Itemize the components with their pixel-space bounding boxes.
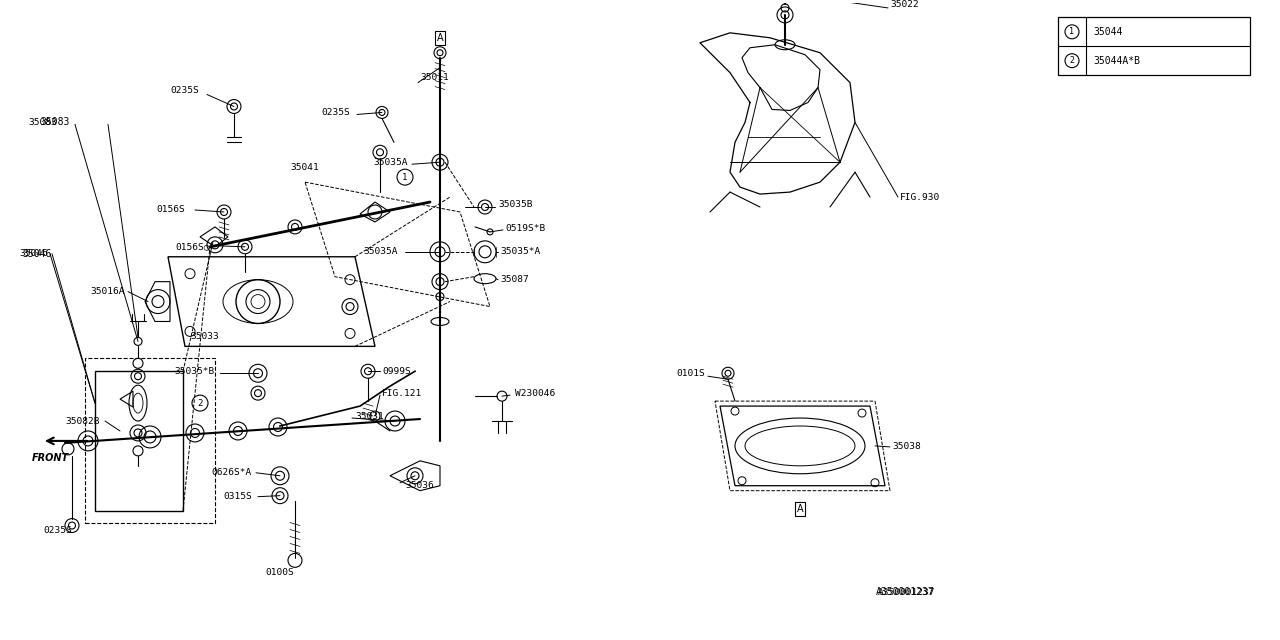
Text: 35083: 35083 [28,118,58,127]
Bar [1059,17,1251,75]
Text: 35038: 35038 [892,442,920,451]
Text: A: A [796,504,804,514]
Text: FRONT: FRONT [32,453,69,463]
Text: 35011: 35011 [420,73,449,82]
Text: FIG.121: FIG.121 [381,388,422,397]
Text: A350001237: A350001237 [878,588,934,596]
Text: 0156S○: 0156S○ [175,243,210,252]
Text: 35036: 35036 [404,481,434,490]
Text: 0235S: 0235S [44,526,73,535]
Text: 35087: 35087 [500,275,529,284]
Text: 35035A: 35035A [374,157,408,167]
Text: 35035B: 35035B [498,200,532,209]
Text: 1: 1 [1070,28,1074,36]
Text: 0315S: 0315S [223,492,252,501]
Text: 0235S: 0235S [170,86,200,95]
Text: 2: 2 [1070,56,1074,65]
Bar [84,358,215,522]
Text: 2: 2 [197,399,202,408]
Text: 35035*A: 35035*A [500,247,540,256]
Text: 35035A: 35035A [364,247,398,256]
Text: 0626S*A: 0626S*A [211,468,252,477]
Text: 35083: 35083 [41,117,70,127]
Text: 0519S*B: 0519S*B [506,225,545,234]
Text: 0101S: 0101S [676,369,705,378]
Text: FIG.930: FIG.930 [900,193,941,202]
Text: 35041: 35041 [291,163,320,172]
Text: 0100S: 0100S [266,568,294,577]
Text: 35033: 35033 [191,332,219,341]
Text: 35044A*B: 35044A*B [1093,56,1140,66]
Text: 0156S: 0156S [156,205,186,214]
Text: 35016A: 35016A [91,287,125,296]
Text: 35046: 35046 [23,249,52,259]
Text: 1: 1 [402,173,408,182]
Text: 0999S: 0999S [381,367,411,376]
Text: A: A [436,33,443,43]
Text: A350001237: A350001237 [877,588,934,597]
Text: 35022: 35022 [890,1,919,10]
Text: 35044: 35044 [1093,27,1123,37]
Bar [95,371,183,511]
Text: 35035*B: 35035*B [175,367,215,376]
Text: W230046: W230046 [515,388,556,397]
Text: 35082B: 35082B [65,417,100,426]
Text: 0235S: 0235S [321,108,349,117]
Text: 35031: 35031 [355,412,384,420]
Text: 35046: 35046 [19,250,49,259]
